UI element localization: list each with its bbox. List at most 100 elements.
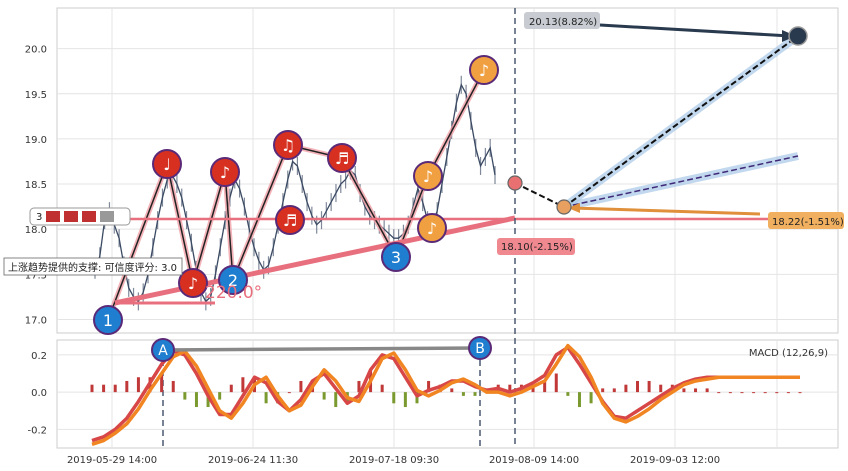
wave-marker-label: ♩	[163, 155, 171, 174]
macd-hist-bar	[473, 392, 477, 396]
macd-hist-bar	[136, 377, 140, 393]
macd-hist-bar	[740, 392, 744, 394]
macd-hist-bar	[403, 392, 407, 408]
y-tick-label: 18.0	[25, 225, 47, 236]
legend-stub-box	[29, 207, 131, 226]
x-tick-label: 2019-07-18 09:30	[349, 455, 439, 466]
annotation-mid: 18.10(-2.15%)	[501, 242, 573, 253]
fan-line-mid	[563, 155, 799, 208]
wave-marker-label: 2	[228, 271, 238, 290]
macd-hist-bar	[577, 392, 581, 408]
wave-marker	[273, 130, 303, 160]
fan-line-up	[563, 35, 799, 208]
macd-hist-bar	[102, 384, 106, 393]
macd-hist-bar	[125, 380, 129, 393]
macd-hist-bar	[682, 388, 686, 393]
y-tick-label: 19.0	[25, 135, 47, 146]
macd-y-tick-label: -0.2	[27, 425, 47, 436]
x-tick-label: 2019-09-03 12:00	[630, 455, 720, 466]
wave-marker	[469, 55, 499, 85]
macd-hist-bar	[322, 392, 326, 400]
wave-marker	[275, 205, 305, 235]
macd-hist-bar	[183, 392, 187, 400]
wave-marker-label: ♪	[188, 274, 198, 293]
macd-hist-bar	[647, 380, 651, 393]
macd-y-tick-label: 0.2	[31, 351, 47, 362]
macd-hist-bar	[218, 392, 222, 400]
macd-hist-bar	[299, 380, 303, 393]
macd-hist-bar	[113, 384, 117, 393]
macd-hist-bar	[194, 392, 198, 408]
macd-hist-bar	[694, 388, 698, 393]
y-tick-label: 20.0	[25, 45, 47, 56]
macd-hist-bar	[229, 384, 233, 393]
legend-swatch	[64, 211, 78, 222]
orange-arrow-line	[571, 206, 761, 216]
wave-marker	[381, 242, 411, 272]
macd-hist-bar	[798, 392, 802, 394]
macd-hist-bar	[287, 392, 291, 394]
macd-hist-bar	[554, 373, 558, 393]
wave-marker	[178, 268, 208, 298]
macd-hist-bar	[357, 380, 361, 393]
wave-marker	[218, 265, 248, 295]
wave-marker-label: ♪	[427, 219, 437, 238]
macd-hist-bar	[566, 392, 570, 396]
wave-marker-label: ♪	[423, 167, 433, 186]
wave-marker-label: ♬	[283, 211, 297, 230]
wave-line	[107, 69, 485, 321]
macd-hist-bar	[659, 384, 663, 393]
y-tick-label: 17.0	[25, 315, 47, 326]
annotation-mid-box	[497, 238, 575, 255]
macd-hist-bar	[775, 392, 779, 394]
macd-hist-bar	[543, 380, 547, 393]
x-tick-label: 2019-06-24 11:30	[208, 455, 298, 466]
macd-hist-bar	[624, 384, 628, 393]
support-angle-label: 220.0°	[205, 283, 262, 303]
macd-marker-circle	[468, 336, 492, 360]
macd-hist-bar	[786, 392, 790, 394]
wave-marker	[327, 143, 357, 173]
macd-marker-label: A	[158, 343, 168, 359]
macd-line-dif	[91, 345, 800, 443]
x-tick-label: 2019-08-09 14:00	[489, 455, 579, 466]
macd-hist-bar	[752, 392, 756, 394]
macd-hist-bar	[601, 388, 605, 393]
target-point-mid	[556, 199, 572, 215]
legend-swatch	[100, 211, 114, 222]
macd-hist-bar	[264, 392, 268, 404]
macd-hist-bar	[206, 392, 210, 408]
wave-marker	[93, 305, 123, 335]
macd-hist-bar	[450, 388, 454, 393]
macd-hist-bar	[392, 392, 396, 404]
wave-marker	[152, 149, 182, 179]
y-tick-label: 17.5	[25, 270, 47, 281]
y-tick-label: 18.5	[25, 180, 47, 191]
legend-swatch	[82, 211, 96, 222]
wave-marker-label: ♪	[479, 61, 489, 80]
wave-marker	[417, 213, 447, 243]
macd-hist-bar	[589, 392, 593, 404]
macd-hist-bar	[241, 377, 245, 393]
wave-marker-label: 3	[391, 248, 401, 267]
wave-marker-label: 1	[103, 311, 113, 330]
legend-swatch	[46, 211, 60, 222]
macd-hist-bar	[612, 388, 616, 393]
fan-line-a	[514, 182, 565, 208]
macd-hist-bar	[171, 380, 175, 393]
macd-marker-circle	[151, 338, 175, 362]
macd-hist-bar	[160, 373, 164, 393]
macd-hist-bar	[334, 392, 338, 408]
macd-hist-bar	[705, 388, 709, 393]
macd-line-dea	[91, 343, 800, 446]
wave-marker-label: ♬	[335, 149, 349, 168]
annotation-right: 18.22(-1.51%)	[772, 217, 844, 228]
macd-y-tick-label: 0.0	[31, 388, 47, 399]
macd-title: MACD (12,26,9)	[749, 348, 828, 359]
wave-marker-label: ♪	[220, 163, 230, 182]
support-label-box	[3, 257, 183, 276]
macd-hist-bar	[763, 392, 767, 394]
x-tick-label: 2019-05-29 14:00	[67, 455, 157, 466]
macd-hist-bar	[636, 380, 640, 393]
macd-hist-bar	[380, 384, 384, 393]
